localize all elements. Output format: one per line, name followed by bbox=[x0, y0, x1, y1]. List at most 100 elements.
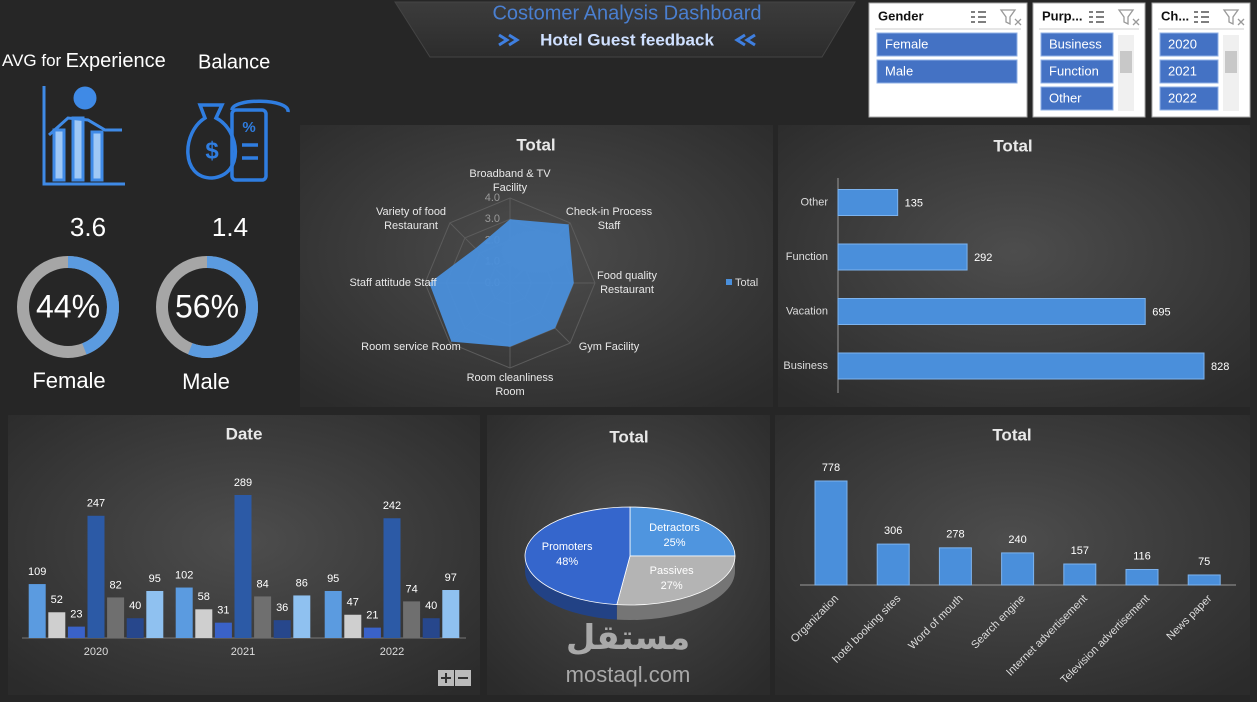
bar bbox=[1063, 563, 1097, 586]
slicer-item[interactable] bbox=[1040, 86, 1114, 111]
legend-swatch bbox=[726, 279, 732, 285]
axis-category-label: Room service Room bbox=[361, 340, 461, 353]
bar bbox=[273, 620, 291, 638]
bar bbox=[837, 298, 1146, 325]
bar bbox=[938, 547, 972, 586]
data-label: 289 bbox=[234, 477, 252, 489]
dashboard-subtitle: Hotel Guest feedback bbox=[540, 30, 714, 49]
bar bbox=[1125, 568, 1159, 586]
slicer-item[interactable] bbox=[1159, 59, 1219, 84]
clear-filter-icon[interactable] bbox=[1117, 9, 1140, 26]
bar bbox=[107, 597, 125, 638]
slicer-item[interactable] bbox=[876, 32, 1018, 57]
bar bbox=[344, 614, 362, 638]
pie-side bbox=[525, 556, 617, 620]
data-label: 306 bbox=[884, 525, 902, 537]
data-label: 52 bbox=[51, 594, 63, 606]
kpi-value: 3.6 bbox=[70, 212, 106, 242]
data-label: 21 bbox=[366, 610, 378, 622]
radar-area bbox=[429, 219, 574, 347]
bar bbox=[363, 627, 381, 638]
bar bbox=[837, 352, 1205, 380]
pie-slice bbox=[524, 506, 631, 606]
multi-select-icon[interactable] bbox=[1194, 11, 1209, 23]
bar bbox=[175, 587, 193, 638]
slicer-item[interactable] bbox=[1159, 32, 1219, 57]
bar bbox=[146, 590, 164, 638]
bar bbox=[48, 612, 66, 638]
slicer-title: Purp... bbox=[1042, 8, 1082, 23]
data-label: 95 bbox=[149, 573, 161, 585]
bar bbox=[234, 495, 252, 638]
bar bbox=[324, 590, 342, 638]
data-label: 695 bbox=[1152, 306, 1170, 318]
axis-category-label: Broadband & TV Facility bbox=[469, 168, 551, 194]
data-label: 242 bbox=[383, 500, 401, 512]
data-label: 40 bbox=[129, 600, 141, 612]
data-label: 247 bbox=[87, 498, 105, 510]
clear-filter-icon[interactable] bbox=[999, 9, 1022, 26]
bar bbox=[214, 622, 232, 638]
bar bbox=[1001, 552, 1035, 586]
chart-title: Total bbox=[993, 136, 1032, 155]
zoom-buttons[interactable] bbox=[438, 670, 471, 686]
slice-value: 27% bbox=[661, 580, 683, 592]
bar bbox=[837, 189, 899, 216]
data-label: 97 bbox=[445, 572, 457, 584]
data-label: 58 bbox=[198, 591, 210, 603]
pie-slice bbox=[629, 506, 736, 557]
slicer-title: Gender bbox=[878, 8, 924, 23]
data-label: 40 bbox=[425, 600, 437, 612]
data-label: 86 bbox=[296, 577, 308, 589]
axis-tick-label: 3.0 bbox=[485, 213, 500, 225]
data-label: 157 bbox=[1071, 545, 1089, 557]
icon-glyph: % bbox=[242, 119, 255, 136]
category-label: Vacation bbox=[786, 305, 828, 317]
bar bbox=[293, 595, 311, 638]
data-label: 109 bbox=[28, 566, 46, 578]
axis-category-label: Staff attitude Staff bbox=[349, 277, 437, 289]
slice-label: Passives bbox=[650, 565, 695, 577]
watermark-text: mostaql.com bbox=[566, 662, 691, 687]
data-label: 47 bbox=[347, 597, 359, 609]
data-label: 31 bbox=[217, 605, 229, 617]
slicer-item-label: Male bbox=[885, 63, 913, 78]
data-label: 82 bbox=[109, 579, 121, 591]
slicer-item-label: Female bbox=[885, 36, 928, 51]
chart-title: Total bbox=[992, 425, 1031, 444]
data-label: 23 bbox=[70, 609, 82, 621]
slicer-item[interactable] bbox=[1040, 32, 1114, 57]
data-label: 278 bbox=[946, 529, 964, 541]
category-label: 2021 bbox=[231, 646, 255, 658]
donut-label: Male bbox=[182, 369, 230, 394]
clear-filter-icon[interactable] bbox=[1222, 9, 1245, 26]
chart-title: Total bbox=[516, 135, 555, 154]
donut-arc bbox=[156, 256, 258, 358]
scroll-thumb[interactable] bbox=[1225, 51, 1237, 73]
slicer-item[interactable] bbox=[1040, 59, 1114, 84]
slicer-item[interactable] bbox=[1159, 86, 1219, 111]
bar bbox=[28, 584, 46, 638]
bar bbox=[1187, 574, 1221, 586]
axis-tick-label: 4.0 bbox=[485, 192, 500, 204]
data-label: 74 bbox=[405, 583, 417, 595]
icon-glyph: $ bbox=[205, 137, 219, 164]
multi-select-icon[interactable] bbox=[971, 11, 986, 23]
donut-value: 44% bbox=[36, 288, 100, 324]
donut-value: 56% bbox=[175, 288, 239, 324]
slicer-item[interactable] bbox=[876, 59, 1018, 84]
bar bbox=[422, 618, 440, 638]
dashboard-title: Costomer Analysis Dashboard bbox=[492, 2, 761, 24]
axis-category-label: Variety of food Restaurant bbox=[375, 206, 447, 233]
donut-arc bbox=[17, 256, 119, 358]
bar bbox=[383, 518, 401, 638]
multi-select-icon[interactable] bbox=[1089, 11, 1104, 23]
category-label: 2022 bbox=[380, 646, 404, 658]
pie-slice bbox=[616, 555, 736, 606]
chart-title: Total bbox=[609, 427, 648, 446]
axis-category-label: Check-in Process Staff bbox=[565, 206, 653, 233]
scroll-thumb[interactable] bbox=[1120, 51, 1132, 73]
data-label: 778 bbox=[822, 462, 840, 474]
data-label: 116 bbox=[1133, 550, 1151, 562]
